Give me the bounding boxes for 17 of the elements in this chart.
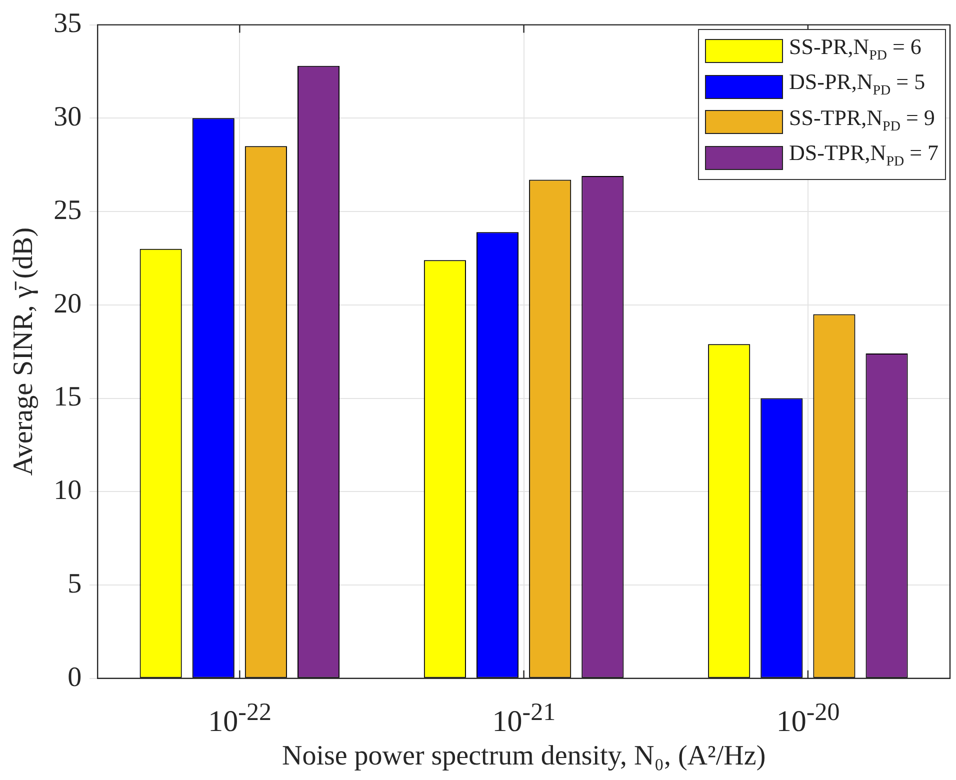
y-tick-label: 0 xyxy=(68,662,82,693)
x-tick-label: 10$^{-20}$ xyxy=(776,698,840,740)
y-axis-title: Average SINR, γ̄ (dB) xyxy=(8,227,40,476)
y-tick-label: 10 xyxy=(54,475,82,506)
y-tick-label: 5 xyxy=(68,568,82,600)
y-tick-label: 30 xyxy=(54,102,82,133)
legend-label: SS-TPR,N$_{PD}$ = 9 xyxy=(789,104,935,136)
y-tick-label: 25 xyxy=(54,194,82,226)
x-tick-label: 10$^{-22}$ xyxy=(208,698,272,740)
x-tick-label: 10$^{-21}$ xyxy=(492,698,556,740)
legend-label: DS-PR,N$_{PD}$ = 5 xyxy=(789,69,926,101)
y-tick-label: 15 xyxy=(54,382,82,413)
y-tick-label: 20 xyxy=(54,288,82,320)
y-tick-label: 35 xyxy=(54,8,82,40)
legend-label: SS-PR,N$_{PD}$ = 6 xyxy=(789,34,922,66)
legend-label: DS-TPR,N$_{PD}$ = 7 xyxy=(789,140,939,172)
x-axis-title: Noise power spectrum density, N₀, (A²/Hz) xyxy=(282,740,766,772)
